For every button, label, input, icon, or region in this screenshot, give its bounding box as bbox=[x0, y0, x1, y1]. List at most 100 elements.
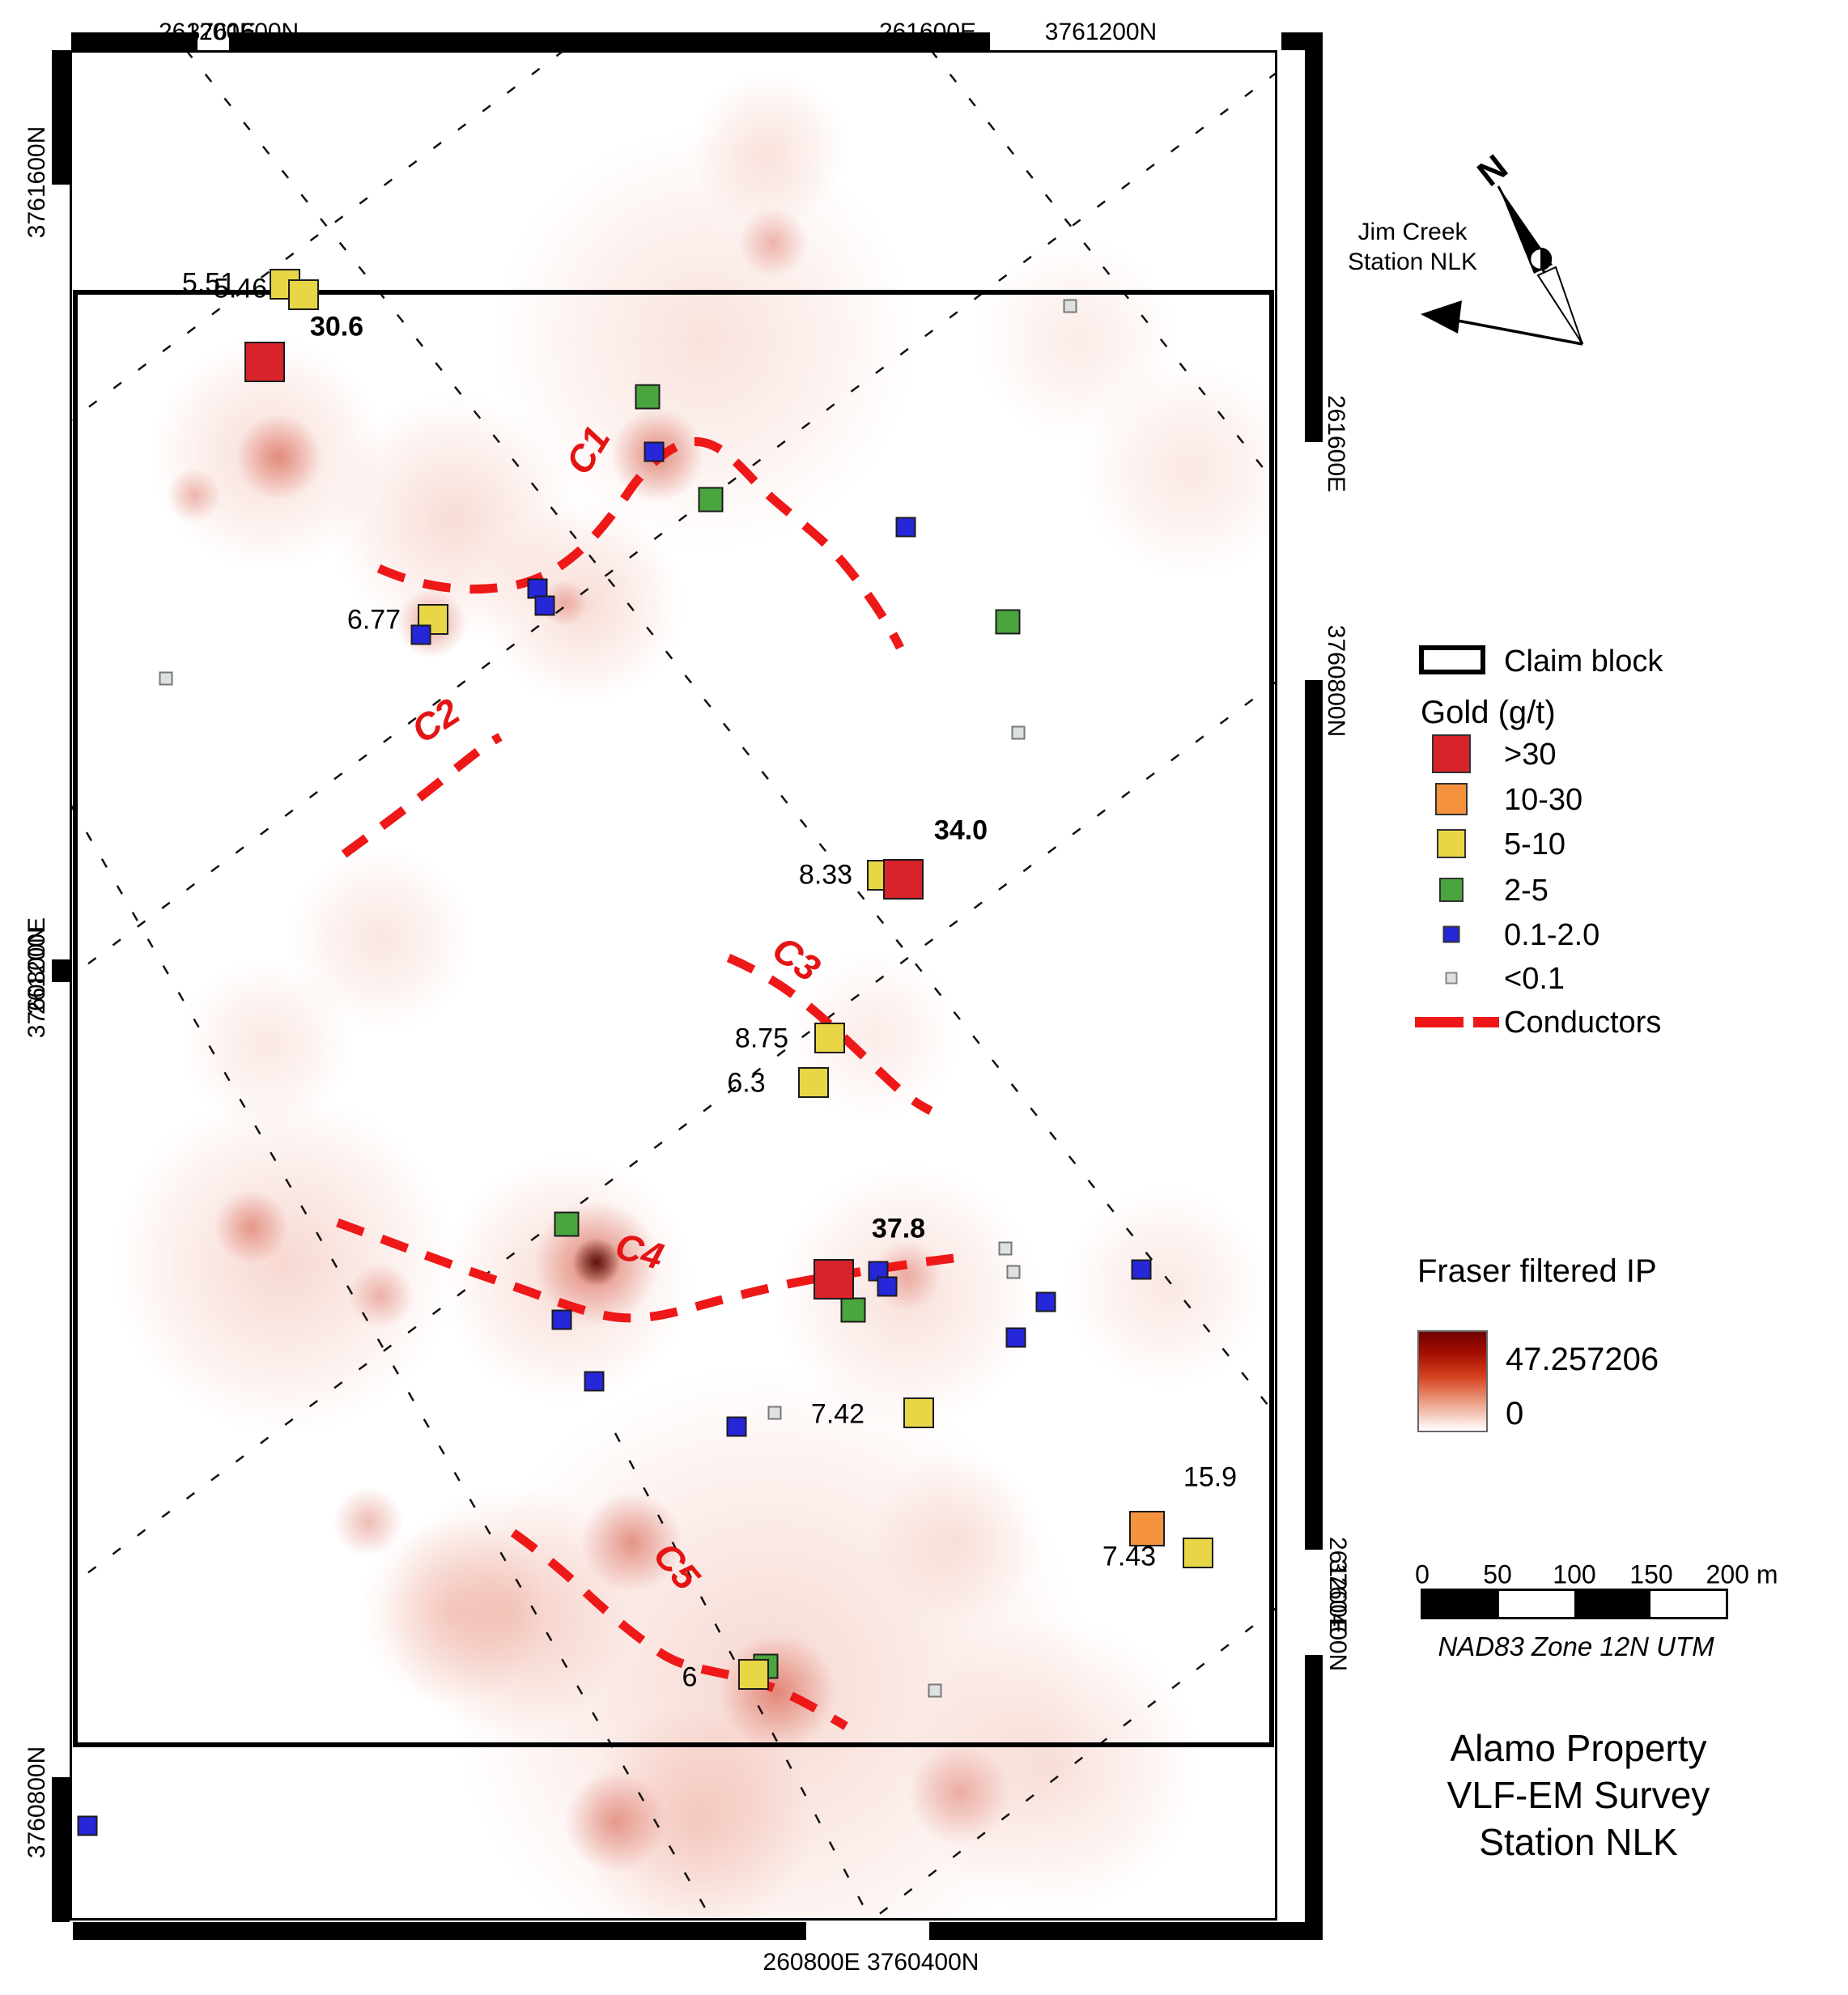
ip-min-value: 0 bbox=[1506, 1396, 1524, 1431]
frame-bar bbox=[52, 982, 70, 1777]
coord-label-right-middle: 3760800N bbox=[1323, 624, 1349, 738]
legend-gold-heading: Gold (g/t) bbox=[1421, 695, 1556, 730]
coord-label-left-top: 3761600N bbox=[23, 125, 50, 239]
sample-value-label: 5.46 bbox=[213, 273, 268, 304]
gold-label-gt30: >30 bbox=[1504, 738, 1557, 772]
gold-sample bbox=[840, 1297, 866, 1323]
gold-sample bbox=[698, 487, 724, 513]
frame-bar bbox=[52, 1922, 1323, 1940]
gold-sample bbox=[554, 1211, 580, 1237]
scale-tick-200m: 200 m bbox=[1706, 1559, 1778, 1589]
conductor-c3 bbox=[726, 953, 933, 1115]
gold-sample bbox=[1011, 725, 1026, 740]
map-title-line3: Station NLK bbox=[1479, 1821, 1678, 1863]
map-title-line2: VLF-EM Survey bbox=[1447, 1774, 1710, 1816]
sample-value-label: 37.8 bbox=[871, 1213, 926, 1244]
coord-label-right-top: 261600E bbox=[1323, 394, 1349, 493]
ip-max-value: 47.257206 bbox=[1506, 1342, 1659, 1377]
gold-sample bbox=[159, 671, 173, 686]
frame-bar bbox=[52, 1922, 73, 1940]
sample-value-label: 34.0 bbox=[933, 815, 988, 846]
gold-sample bbox=[814, 1023, 845, 1053]
gold-sample bbox=[1063, 299, 1077, 313]
frame-bar bbox=[198, 32, 229, 50]
coord-label-top-right-easting: 261600E bbox=[878, 19, 977, 45]
scale-bar bbox=[1421, 1589, 1728, 1619]
conductor-c5 bbox=[510, 1529, 848, 1730]
gold-sample bbox=[1006, 1265, 1021, 1279]
gold-sample bbox=[644, 441, 665, 462]
datum-label: NAD83 Zone 12N UTM bbox=[1438, 1631, 1714, 1661]
gold-swatch-01-20 bbox=[1442, 925, 1460, 943]
gold-sample bbox=[1131, 1259, 1152, 1280]
frame-bar bbox=[52, 185, 70, 959]
station-label-line2: Station NLK bbox=[1347, 249, 1478, 275]
frame-bar bbox=[52, 32, 71, 50]
scale-tick-150: 150 bbox=[1629, 1559, 1673, 1589]
gold-sample bbox=[1129, 1511, 1165, 1546]
gold-sample bbox=[814, 1259, 854, 1300]
map-neatline bbox=[70, 50, 1277, 1921]
map-title-line1: Alamo Property bbox=[1450, 1727, 1707, 1769]
gold-swatch-10-30 bbox=[1435, 783, 1468, 815]
station-label: Jim Creek Station NLK bbox=[1348, 217, 1477, 277]
gold-label-01-20: 0.1-2.0 bbox=[1504, 918, 1600, 952]
coord-label-top-left-easting: 261200E bbox=[158, 19, 257, 45]
gold-swatch-gt30 bbox=[1432, 734, 1471, 773]
gold-sample bbox=[798, 1067, 829, 1098]
gold-sample bbox=[928, 1683, 942, 1698]
gold-sample bbox=[883, 859, 924, 900]
legend-conductors-label: Conductors bbox=[1504, 1006, 1662, 1040]
gold-sample bbox=[1005, 1327, 1026, 1348]
gold-sample bbox=[767, 1406, 782, 1420]
gold-label-2-5: 2-5 bbox=[1504, 874, 1548, 908]
station-arrowhead-icon bbox=[1421, 300, 1462, 334]
gold-sample bbox=[551, 1309, 572, 1330]
survey-gridlines bbox=[70, 50, 1277, 1921]
gold-swatch-2-5 bbox=[1439, 878, 1464, 902]
frame-bar bbox=[806, 1922, 929, 1940]
ip-legend-title: Fraser filtered IP bbox=[1417, 1253, 1657, 1289]
gold-sample bbox=[288, 279, 319, 310]
gold-sample bbox=[903, 1397, 934, 1428]
legend-claim-label: Claim block bbox=[1504, 644, 1663, 678]
gold-sample bbox=[877, 1276, 898, 1297]
sample-value-label: 15.9 bbox=[1183, 1461, 1238, 1493]
gold-sample bbox=[998, 1241, 1013, 1256]
gold-sample bbox=[1183, 1538, 1213, 1568]
gold-sample bbox=[410, 624, 431, 645]
gold-sample bbox=[77, 1815, 98, 1836]
frame-bar bbox=[1305, 1550, 1323, 1655]
claim-block-outline bbox=[73, 290, 1274, 1747]
gold-sample bbox=[635, 384, 661, 410]
coord-label-top-left-northing: 3761600N bbox=[186, 19, 300, 45]
sample-value-label: 7.43 bbox=[1102, 1541, 1157, 1572]
sample-value-label: 8.33 bbox=[798, 859, 853, 891]
scale-tick-50: 50 bbox=[1483, 1559, 1512, 1589]
gold-label-lt01: <0.1 bbox=[1504, 962, 1565, 996]
gold-sample bbox=[1035, 1291, 1056, 1312]
coord-label-left-bottom: 3760800N bbox=[23, 1746, 50, 1859]
coord-label-left-middle-northing: 3760800N bbox=[23, 925, 50, 1039]
legend-claim-swatch bbox=[1419, 645, 1485, 674]
coord-label-top-right-northing: 3761200N bbox=[1044, 19, 1158, 45]
gold-swatch-lt01 bbox=[1445, 972, 1458, 985]
gold-sample bbox=[726, 1416, 747, 1437]
north-needle-icon bbox=[1498, 186, 1553, 274]
coord-label-bottom: 260800E 3760400N bbox=[763, 1949, 979, 1976]
station-label-line1: Jim Creek bbox=[1357, 219, 1468, 245]
gold-sample bbox=[995, 609, 1021, 635]
gold-label-10-30: 10-30 bbox=[1504, 783, 1583, 817]
gold-label-5-10: 5-10 bbox=[1504, 827, 1566, 861]
frame-bar bbox=[1305, 442, 1323, 680]
gold-sample bbox=[584, 1371, 605, 1392]
north-n-label: N bbox=[1470, 147, 1515, 194]
sample-value-label: 7.42 bbox=[810, 1398, 865, 1430]
scale-tick-100: 100 bbox=[1553, 1559, 1596, 1589]
sample-value-label: 6.77 bbox=[346, 604, 401, 636]
coord-label-right-bottom-northing: 3760400N bbox=[1324, 1559, 1351, 1672]
sample-value-label: 6.3 bbox=[727, 1067, 766, 1099]
sample-value-label: 5.51 bbox=[181, 267, 236, 299]
ip-color-ramp bbox=[1417, 1330, 1488, 1432]
